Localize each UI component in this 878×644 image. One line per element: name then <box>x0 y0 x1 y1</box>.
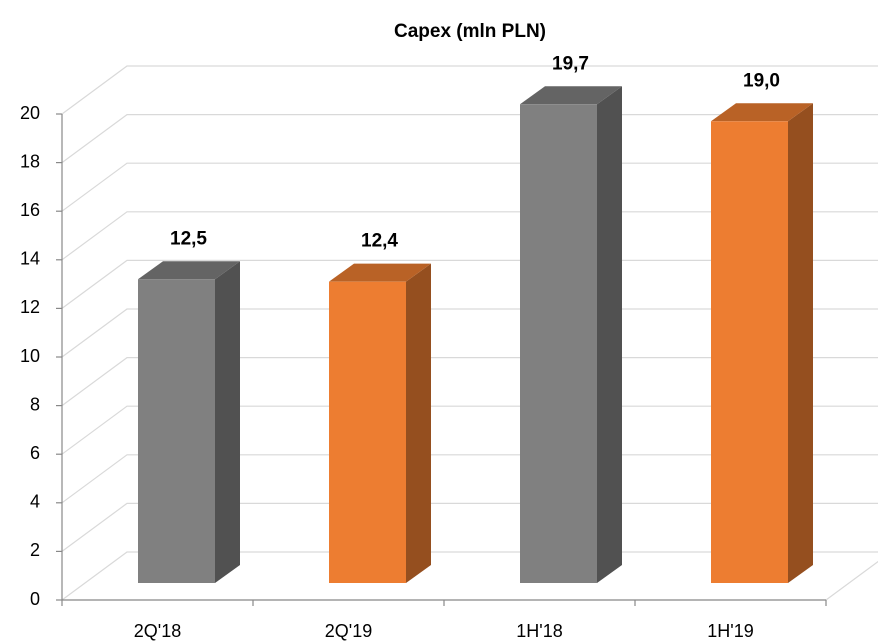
grid-line <box>61 211 878 261</box>
grid-line <box>61 405 878 455</box>
bar <box>711 121 788 584</box>
y-tick-label: 8 <box>30 394 40 414</box>
bar-top <box>520 86 622 105</box>
bar <box>329 281 406 583</box>
y-tick-label: 4 <box>30 492 40 512</box>
bar <box>138 279 215 583</box>
grid-line <box>61 502 878 552</box>
y-tick-label: 12 <box>20 297 40 317</box>
bar <box>520 104 597 583</box>
y-tick-label: 6 <box>30 443 40 463</box>
grid-line <box>61 308 878 358</box>
grid-line <box>61 454 878 504</box>
value-label: 19,7 <box>552 53 589 74</box>
y-tick-label: 18 <box>20 151 40 171</box>
floor <box>825 560 878 601</box>
y-tick-label: 10 <box>20 346 40 366</box>
grid-line <box>61 114 878 164</box>
bar-side <box>215 261 240 583</box>
y-tick-label: 20 <box>20 103 40 123</box>
bar-top <box>329 263 431 282</box>
grid-line <box>61 551 878 601</box>
bar-side <box>597 86 622 583</box>
value-label: 19,0 <box>743 70 780 91</box>
chart-title: Capex (mln PLN) <box>394 21 546 42</box>
grid-line <box>61 259 878 309</box>
x-tick-label: 1H'18 <box>516 621 562 641</box>
x-tick-label: 2Q'19 <box>325 621 372 641</box>
grid-line <box>61 162 878 212</box>
y-tick-label: 2 <box>30 540 40 560</box>
x-tick-label: 1H'19 <box>707 621 753 641</box>
grid-line <box>61 357 878 407</box>
bar-side <box>406 263 431 583</box>
grid-line <box>61 65 878 115</box>
y-tick-label: 14 <box>20 249 40 269</box>
y-tick-label: 0 <box>30 589 40 609</box>
y-tick-label: 16 <box>20 200 40 220</box>
value-label: 12,5 <box>170 228 207 249</box>
bar-top <box>138 261 240 280</box>
value-label: 12,4 <box>361 231 398 252</box>
bar-side <box>788 103 813 584</box>
x-tick-label: 2Q'18 <box>134 621 181 641</box>
bar-top <box>711 103 813 122</box>
